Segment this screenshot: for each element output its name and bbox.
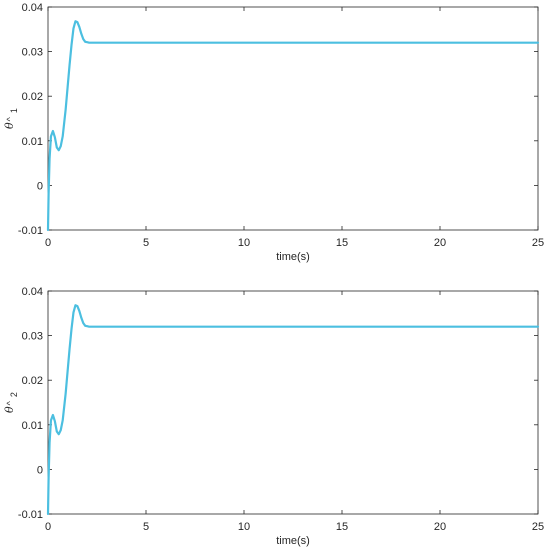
y-axis-label-hat-2: ^ (5, 400, 15, 405)
x-ticks-2: 0 5 10 15 20 25 (45, 291, 544, 533)
y-axis-label-hat-1: ^ (5, 116, 15, 121)
y-tick-label: 0 (37, 180, 43, 192)
plot-area-1 (47, 6, 539, 231)
x-tick-label: 20 (434, 521, 446, 533)
x-tick-label: 20 (434, 237, 446, 249)
y-axis-label-2: θ^ 2 (3, 392, 19, 413)
series-1 (46, 20, 540, 232)
y-axis-label-1: θ^ 1 (3, 108, 19, 129)
x-axis-label-1: time(s) (276, 251, 310, 263)
series-line (46, 304, 540, 516)
x-tick-label: 0 (45, 521, 51, 533)
y-ticks-2: -0.01 0 0.01 0.02 0.03 0.04 (18, 286, 538, 521)
y-tick-label: 0.02 (22, 375, 43, 387)
x-tick-label: 15 (336, 237, 348, 249)
x-tick-label: 0 (45, 237, 51, 249)
y-tick-label: 0.01 (22, 136, 43, 148)
x-tick-label: 10 (238, 237, 250, 249)
y-axis-label-symbol-1: θ (3, 122, 16, 129)
x-tick-label: 5 (143, 521, 149, 533)
y-axis-label-subscript-2: 2 (9, 392, 19, 397)
y-tick-label: 0.01 (22, 420, 43, 432)
y-tick-label: -0.01 (18, 225, 43, 237)
y-tick-label: 0.03 (22, 47, 43, 59)
x-tick-label: 15 (336, 521, 348, 533)
y-tick-label: 0 (37, 464, 43, 476)
y-tick-label: 0.04 (22, 286, 43, 298)
x-tick-label: 25 (532, 237, 544, 249)
series-line (46, 20, 540, 232)
y-tick-label: 0.04 (22, 2, 43, 14)
series-2 (46, 304, 540, 516)
y-tick-label: 0.02 (22, 91, 43, 103)
y-tick-label: -0.01 (18, 509, 43, 521)
x-ticks-1: 0 5 10 15 20 25 (45, 7, 544, 249)
x-axis-label-2: time(s) (276, 535, 310, 547)
svg-text:θ^1: θ^ 1 (3, 108, 19, 129)
plot-area-2 (47, 290, 539, 515)
x-tick-label: 25 (532, 521, 544, 533)
x-tick-label: 10 (238, 521, 250, 533)
y-axis-label-subscript-1: 1 (9, 108, 19, 113)
y-axis-label-symbol-2: θ (3, 406, 16, 413)
x-tick-label: 5 (143, 237, 149, 249)
y-ticks-1: -0.01 0 0.01 0.02 0.03 0.04 (18, 2, 538, 237)
svg-text:θ^2: θ^ 2 (3, 392, 19, 413)
y-tick-label: 0.03 (22, 331, 43, 343)
